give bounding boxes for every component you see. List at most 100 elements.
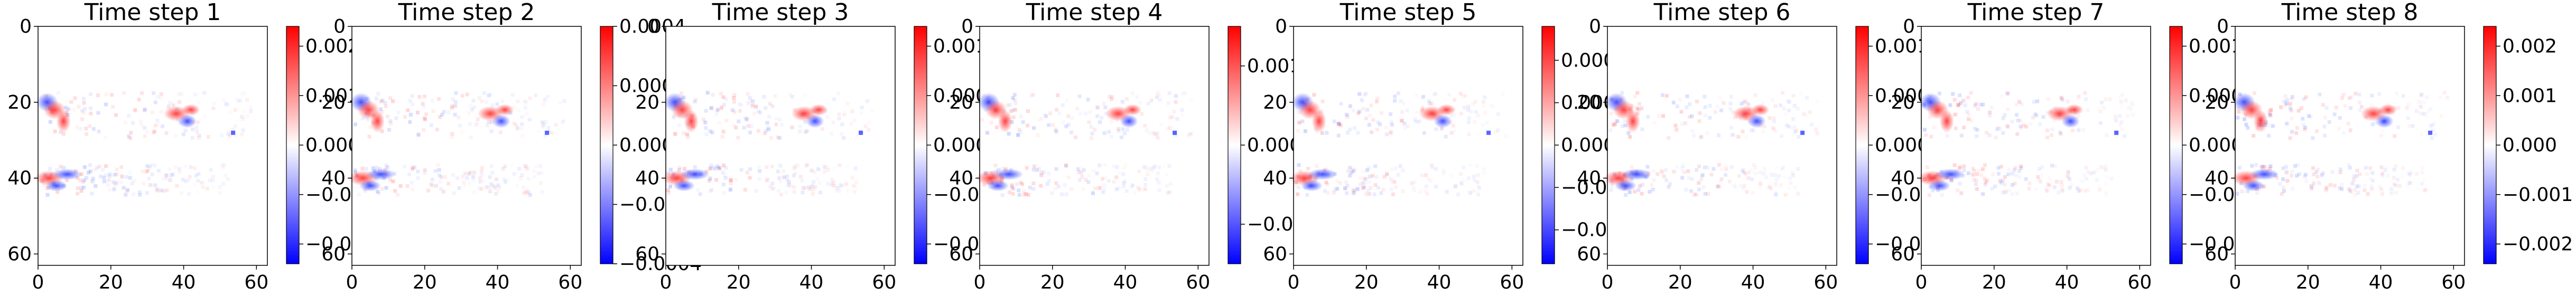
y-tick-label: 60	[1577, 243, 1601, 265]
heatmap-cells	[1604, 91, 1820, 197]
colorbar-tick-label: 0.001	[1247, 55, 1301, 77]
y-tick-label: 60	[321, 243, 346, 265]
y-tick-label: 40	[2205, 168, 2229, 189]
y-tick-label: 40	[949, 168, 973, 189]
colorbar-tick-label: −0.002	[2503, 234, 2573, 255]
colorbar-tick-label: 0.002	[2503, 36, 2557, 58]
heatmap-panel-4: Time step 40 20 40 600204060−0.0010.0000.00…	[949, 0, 1317, 293]
y-tick-label: 0	[333, 16, 346, 37]
colorbar-tick-label: 0.000	[2503, 135, 2557, 156]
x-tick-label: 0	[974, 272, 986, 293]
axes-frame	[38, 26, 268, 266]
y-tick-label: 20	[635, 92, 659, 113]
x-tick-label: 40	[2055, 272, 2079, 293]
x-tick-label: 0	[1288, 272, 1300, 293]
y-tick-label: 60	[635, 243, 659, 265]
panel-title: Time step 8	[2281, 0, 2419, 26]
y-tick-label: 0	[1903, 16, 1915, 37]
y-tick-label: 40	[7, 168, 32, 189]
y-tick-label: 60	[949, 243, 973, 265]
heatmap-panel-5: Time step 502040600204060−0.00050−0.0002…	[1263, 0, 1656, 293]
heatmap-cells	[2231, 91, 2450, 197]
colorbar	[2483, 26, 2497, 264]
x-tick-label: 60	[872, 272, 896, 293]
heatmap-image	[666, 26, 895, 265]
x-tick-label: 60	[244, 272, 268, 293]
colorbar-tick-label: 0.000	[305, 135, 360, 156]
x-tick-label: 20	[1668, 272, 1692, 293]
y-tick-label: 20	[7, 92, 32, 113]
y-tick-label: 0	[961, 16, 973, 37]
colorbar-tick-label: −0.001	[2503, 184, 2573, 206]
heatmap-cells	[1918, 91, 2135, 197]
x-tick-label: 20	[1354, 272, 1379, 293]
panel-title: Time step 3	[712, 0, 849, 26]
y-tick-label: 20	[949, 92, 973, 113]
y-tick-label: 60	[2205, 243, 2229, 265]
heatmap-cells	[976, 91, 1194, 197]
y-tick-label: 40	[1263, 168, 1287, 189]
x-tick-label: 60	[2441, 272, 2466, 293]
y-tick-label: 40	[635, 168, 659, 189]
heatmap-image	[1921, 26, 2151, 265]
y-tick-label: 20	[321, 92, 346, 113]
x-tick-label: 40	[172, 272, 196, 293]
axes-frame	[351, 26, 582, 266]
colorbar-tick-label: 0.002	[305, 36, 360, 58]
x-tick-label: 0	[32, 272, 44, 293]
y-tick-label: 0	[1589, 16, 1601, 37]
x-tick-label: 40	[799, 272, 824, 293]
axes-frame	[1607, 26, 1837, 266]
x-tick-label: 60	[2127, 272, 2152, 293]
colorbar-tick-label: 0.001	[2503, 85, 2557, 107]
axes-frame	[2235, 26, 2465, 266]
x-tick-label: 20	[2296, 272, 2320, 293]
x-tick-label: 0	[1602, 272, 1614, 293]
colorbar	[914, 26, 927, 264]
y-tick-label: 40	[1577, 168, 1601, 189]
colorbar	[1227, 26, 1241, 264]
heatmap-image	[980, 26, 1209, 265]
x-tick-label: 40	[1427, 272, 1452, 293]
x-tick-label: 40	[1113, 272, 1138, 293]
x-tick-label: 20	[413, 272, 437, 293]
panel-title: Time step 6	[1653, 0, 1791, 26]
x-tick-label: 0	[1915, 272, 1928, 293]
colorbar	[286, 26, 300, 264]
y-tick-label: 0	[2217, 16, 2229, 37]
colorbar	[1541, 26, 1555, 264]
y-tick-label: 40	[321, 168, 346, 189]
y-tick-label: 40	[1891, 168, 1915, 189]
x-tick-label: 20	[1982, 272, 2006, 293]
heatmap-cells	[348, 91, 566, 197]
axes-frame	[1921, 26, 2151, 266]
y-tick-label: 0	[1275, 16, 1287, 37]
panel-title: Time step 7	[1967, 0, 2105, 26]
x-tick-label: 60	[1814, 272, 1838, 293]
axes-frame	[979, 26, 1210, 266]
x-tick-label: 0	[346, 272, 358, 293]
x-tick-label: 20	[727, 272, 751, 293]
panel-title: Time step 5	[1340, 0, 1477, 26]
axes-frame	[665, 26, 896, 266]
x-tick-label: 40	[486, 272, 510, 293]
y-tick-label: 20	[1891, 92, 1915, 113]
x-tick-label: 0	[660, 272, 672, 293]
heatmap-cells	[662, 91, 871, 197]
panel-title: Time step 2	[398, 0, 535, 26]
heatmap-image	[38, 26, 267, 265]
y-tick-label: 60	[1891, 243, 1915, 265]
axes-frame	[1293, 26, 1523, 266]
x-tick-label: 60	[558, 272, 582, 293]
y-tick-label: 20	[1577, 92, 1601, 113]
panel-title: Time step 4	[1026, 0, 1163, 26]
heatmap-image	[352, 26, 581, 265]
y-tick-label: 0	[20, 16, 32, 37]
y-tick-label: 60	[1263, 243, 1287, 265]
panel-title: Time step 1	[84, 0, 221, 26]
x-tick-label: 60	[1186, 272, 1210, 293]
